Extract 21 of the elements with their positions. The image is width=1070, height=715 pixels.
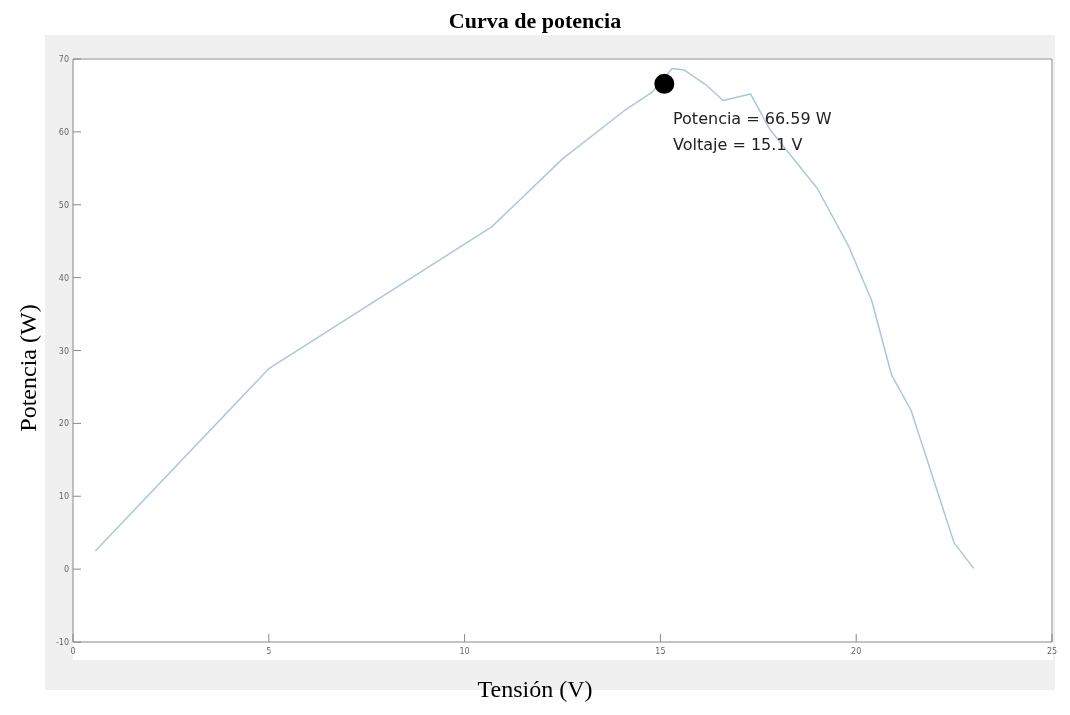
x-tick-label: 20 xyxy=(851,647,862,656)
annotation: Potencia = 66.59 W xyxy=(673,108,832,130)
y-tick-label: 60 xyxy=(58,127,69,137)
x-tick-label: 25 xyxy=(1046,647,1058,656)
x-tick-label: 5 xyxy=(266,647,272,656)
y-axis-title: Potencia (W) xyxy=(14,304,42,432)
y-tick-label: -10 xyxy=(55,638,69,647)
y-tick-label: 70 xyxy=(58,55,69,64)
line-series xyxy=(94,67,975,570)
y-tick-label: 30 xyxy=(58,346,69,356)
chart-title: Curva de potencia xyxy=(447,8,623,34)
y-tick-label: 10 xyxy=(58,492,69,502)
x-tick-label: 0 xyxy=(70,647,76,656)
x-tick-label: 15 xyxy=(655,647,666,656)
y-tick-label: 20 xyxy=(58,419,69,429)
y-tick-label: 50 xyxy=(58,200,69,210)
annotation: Voltaje = 15.1 V xyxy=(673,134,804,156)
y-tick-label: 40 xyxy=(58,273,69,283)
x-axis-title: Tensión (V) xyxy=(476,676,594,703)
y-tick-label: 0 xyxy=(63,565,69,575)
x-tick-label: 10 xyxy=(459,647,470,656)
